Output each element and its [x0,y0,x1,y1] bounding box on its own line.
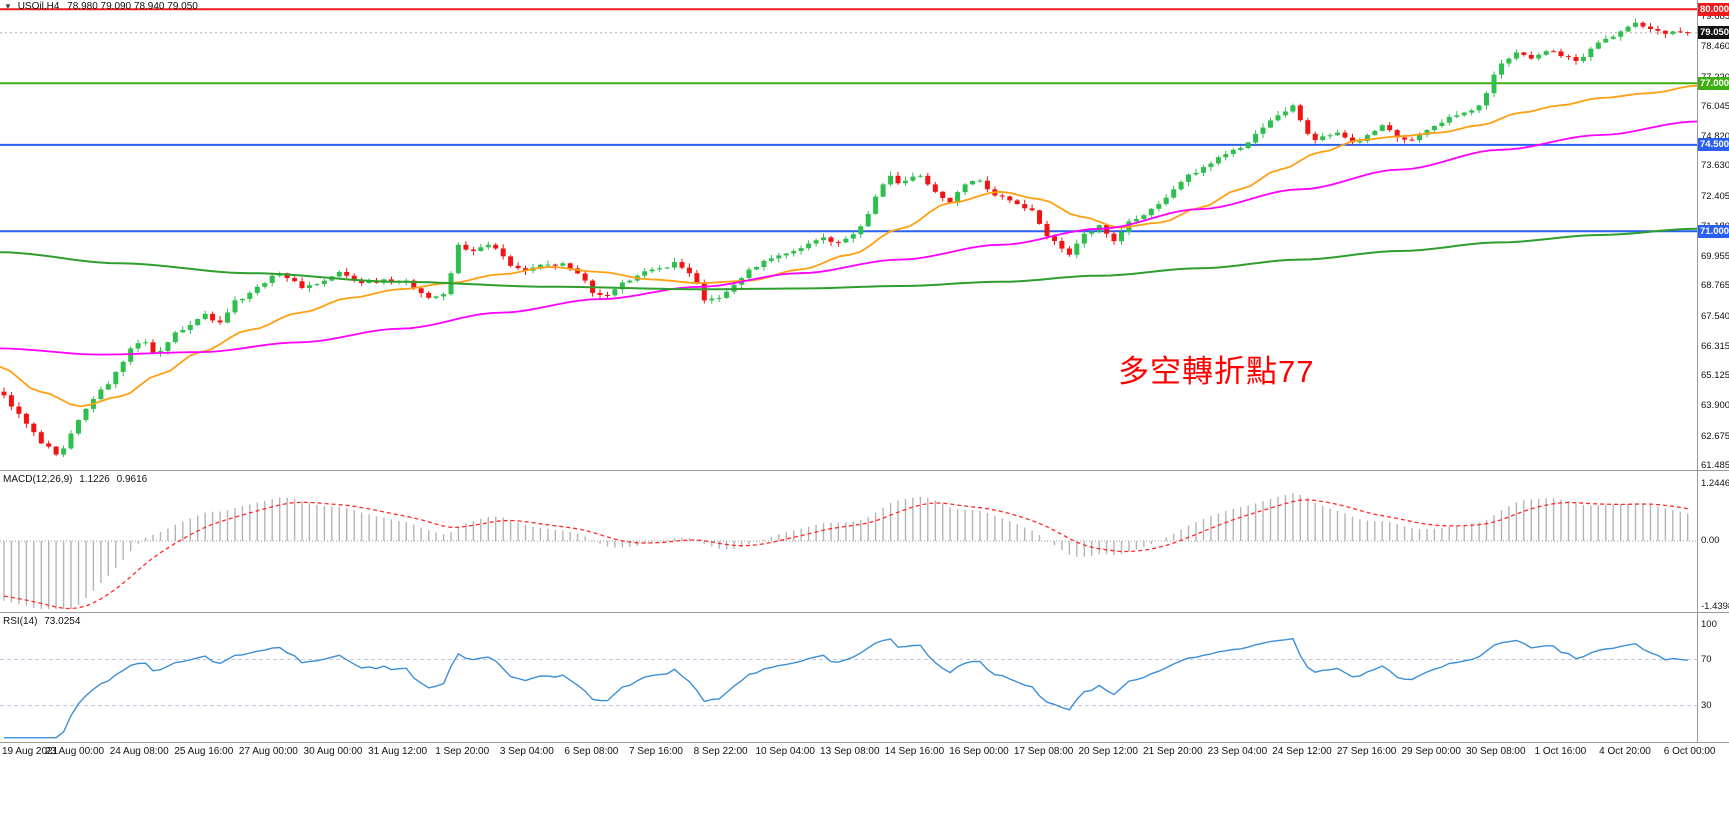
time-axis-label: 24 Sep 12:00 [1272,746,1332,757]
rsi-value: 73.0254 [44,616,81,627]
time-axis-label: 31 Aug 12:00 [368,746,428,757]
time-axis-label: 6 Oct 00:00 [1663,746,1716,757]
time-axis-label: 23 Sep 04:00 [1207,746,1268,757]
rsi-axis-label: 100 [1701,619,1717,630]
macd-axis-label: 1.2446 [1701,477,1729,489]
price-axis-label: 72.405 [1701,190,1729,202]
price-axis-label: 67.540 [1701,310,1729,322]
panel-separator[interactable] [0,470,1729,471]
macd-axis-label: -1.4398 [1701,600,1729,612]
time-axis-label: 8 Sep 22:00 [693,746,748,757]
price-level-badge: 74.500 [1698,138,1729,152]
price-axis-label: 76.045 [1701,100,1729,112]
price-axis-label: 79.685 [1701,11,1729,22]
annotation-text[interactable]: 多空轉折點77 [1118,354,1315,389]
time-axis-label: 14 Sep 16:00 [884,746,945,757]
time-axis-label: 6 Sep 08:00 [564,746,619,757]
ohlc-values: 78.980 79.090 78.940 79.050 [67,1,198,12]
price-axis-label: 63.900 [1701,400,1729,412]
price-chart-canvas[interactable] [0,0,1697,470]
time-axis-label: 4 Oct 20:00 [1599,746,1651,757]
time-axis-label: 30 Aug 00:00 [303,746,363,757]
time-axis-label: 23 Aug 00:00 [45,746,105,757]
time-axis-label: 30 Sep 08:00 [1466,746,1526,757]
time-axis-label: 27 Sep 16:00 [1336,746,1397,757]
price-axis-label: 74.820 [1701,131,1729,143]
time-axis-label: 19 Aug 2021 [2,746,59,757]
time-axis-label: 16 Sep 00:00 [949,746,1009,757]
time-axis-label: 10 Sep 04:00 [755,746,815,757]
rsi-indicator-label: RSI(14) 73.0254 [3,616,80,627]
price-level-badge: 80.000 [1698,2,1729,16]
time-axis-label: 27 Aug 00:00 [238,746,298,757]
macd-name: MACD(12,26,9) [3,474,73,485]
symbol-timeframe-label: USOil,H4 [17,1,60,12]
time-axis-label: 20 Sep 12:00 [1078,746,1138,757]
price-axis-separator [1697,0,1698,742]
chevron-down-icon[interactable]: ▼ [4,2,12,11]
time-axis-label: 7 Sep 16:00 [629,746,683,757]
macd-chart-canvas[interactable] [0,471,1697,612]
macd-signal-value: 0.9616 [116,474,148,485]
price-level-badge: 77.000 [1698,76,1729,90]
price-axis-label: 66.315 [1701,340,1729,352]
price-axis-label: 78.460 [1701,41,1729,53]
price-axis[interactable]: 79.68578.46077.22076.04574.82073.63072.4… [1698,0,1729,742]
time-axis-label: 25 Aug 16:00 [174,746,234,757]
price-axis-label: 62.675 [1701,430,1729,442]
chart-title: ▼ USOil,H4 78.980 79.090 78.940 79.050 [4,1,198,12]
time-axis[interactable]: 19 Aug 2021 23 Aug 00:00 24 Aug 08:00 25 Au… [0,743,1729,766]
price-axis-label: 68.765 [1701,280,1729,292]
time-axis-label: 13 Sep 08:00 [820,746,880,757]
macd-indicator-label: MACD(12,26,9) 1.1226 0.9616 [3,474,147,485]
macd-main-value: 1.1226 [79,474,110,485]
price-axis-label: 69.955 [1701,251,1729,263]
time-axis-label: 21 Sep 20:00 [1143,746,1203,757]
panel-separator[interactable] [0,612,1729,613]
rsi-chart-canvas[interactable] [0,613,1697,742]
price-axis-label: 65.125 [1701,370,1729,382]
time-axis-label: 24 Aug 08:00 [109,746,169,757]
panel-separator [0,742,1729,743]
time-axis-label: 1 Sep 20:00 [435,746,490,757]
rsi-name: RSI(14) [3,616,38,627]
rsi-axis-label: 30 [1701,699,1712,711]
price-axis-label: 61.485 [1701,459,1729,471]
time-axis-label: 1 Oct 16:00 [1534,746,1587,757]
time-axis-label: 17 Sep 08:00 [1013,746,1074,757]
time-axis-label: 3 Sep 04:00 [499,746,554,757]
rsi-axis-label: 70 [1701,653,1712,665]
price-level-badge: 79.050 [1698,26,1729,40]
macd-axis-label: 0.00 [1701,535,1720,546]
price-level-badge: 71.000 [1698,224,1729,238]
time-axis-label: 29 Sep 00:00 [1401,746,1461,757]
price-axis-label: 73.630 [1701,160,1729,172]
